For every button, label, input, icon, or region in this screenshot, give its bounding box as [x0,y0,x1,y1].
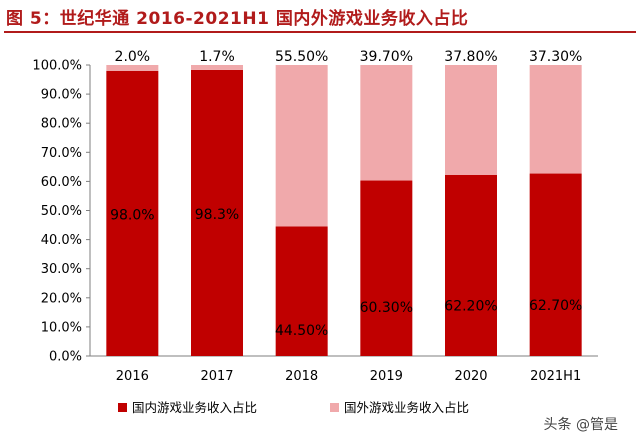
data-label-overseas: 39.70% [360,49,413,65]
data-label-domestic: 62.20% [444,298,497,314]
x-category-label: 2018 [285,369,318,384]
data-label-overseas: 37.30% [529,49,582,65]
bar-overseas [106,65,159,71]
legend-label-domestic: 国内游戏业务收入占比 [132,400,257,415]
y-tick-label: 10.0% [41,320,82,335]
x-category-label: 2016 [116,369,149,384]
y-tick-label: 40.0% [41,233,82,248]
chart-title: 图 5：世纪华通 2016-2021H1 国内外游戏业务收入占比 [6,9,469,29]
legend-swatch-domestic [118,403,127,412]
data-label-domestic: 62.70% [529,298,582,314]
bar-overseas [529,65,582,174]
y-tick-label: 50.0% [41,204,82,219]
bar-domestic [275,226,328,356]
y-tick-label: 30.0% [41,262,82,277]
data-label-overseas: 1.7% [199,49,235,65]
bar-domestic [191,69,243,357]
watermark: 头条 @管是 [543,417,618,433]
bar-domestic [106,70,159,356]
data-label-overseas: 37.80% [444,49,497,65]
y-tick-label: 20.0% [41,291,82,306]
data-label-domestic: 98.3% [195,207,239,223]
legend-swatch-overseas [330,403,339,412]
x-category-label: 2020 [454,369,487,384]
y-tick-label: 0.0% [49,350,82,365]
y-tick-label: 80.0% [41,117,82,132]
x-category-label: 2017 [200,369,233,384]
bar-overseas [191,65,243,70]
bar-overseas [445,65,497,175]
title-divider [4,31,636,33]
x-category-label: 2021H1 [530,369,581,384]
x-category-label: 2019 [370,369,403,384]
y-tick-label: 90.0% [41,88,82,103]
bar-overseas [275,65,328,227]
data-label-overseas: 2.0% [115,49,151,65]
data-label-domestic: 98.0% [110,207,154,223]
bar-overseas [360,65,413,181]
bar-domestic [445,174,497,356]
y-tick-label: 60.0% [41,175,82,190]
y-tick-label: 70.0% [41,146,82,161]
data-label-domestic: 60.30% [360,300,413,316]
bar-domestic [529,173,582,356]
data-label-domestic: 44.50% [275,323,328,339]
legend-label-overseas: 国外游戏业务收入占比 [344,400,469,415]
y-tick-label: 100.0% [32,59,82,74]
bar-domestic [360,180,413,356]
data-label-overseas: 55.50% [275,49,328,65]
